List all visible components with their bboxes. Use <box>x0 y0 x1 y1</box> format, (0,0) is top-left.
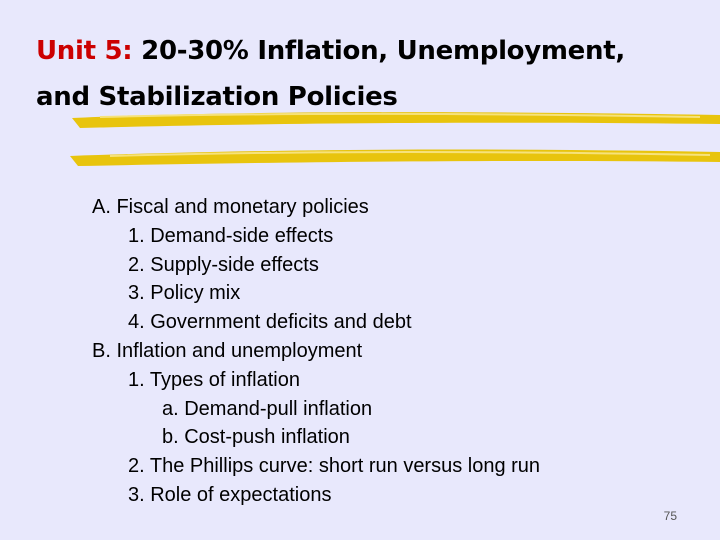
title-unit-label: Unit 5: <box>36 36 133 66</box>
outline-item: 2. The Phillips curve: short run versus … <box>128 455 541 478</box>
outline-item: 2. Supply-side effects <box>128 253 319 276</box>
outline-item: A. Fiscal and monetary policies <box>92 196 369 218</box>
brush-stroke-bottom <box>70 149 720 166</box>
outline-item: 3. Policy mix <box>128 282 241 305</box>
page-number: 75 <box>663 509 677 523</box>
outline-item: B. Inflation and unemployment <box>92 339 363 362</box>
title-line-1: Unit 5: 20-30% Inflation, Unemployment, <box>36 28 706 74</box>
outline-list: A. Fiscal and monetary policies 1. Demand… <box>92 193 692 510</box>
outline-item: 3. Role of expectations <box>128 483 332 506</box>
brush-stroke-bottom-highlight <box>109 151 711 157</box>
outline-item: a. Demand-pull inflation <box>162 397 373 420</box>
outline-item: 1. Types of inflation <box>128 368 300 391</box>
outline-item: 4. Government deficits and debt <box>128 311 412 334</box>
outline-item: 1. Demand-side effects <box>128 224 334 247</box>
slide-title: Unit 5: 20-30% Inflation, Unemployment, … <box>36 28 706 120</box>
outline-item: b. Cost-push inflation <box>162 426 350 449</box>
title-line-1-text: 20-30% Inflation, Unemployment, <box>132 36 625 66</box>
title-line-2: and Stabilization Policies <box>36 82 398 112</box>
